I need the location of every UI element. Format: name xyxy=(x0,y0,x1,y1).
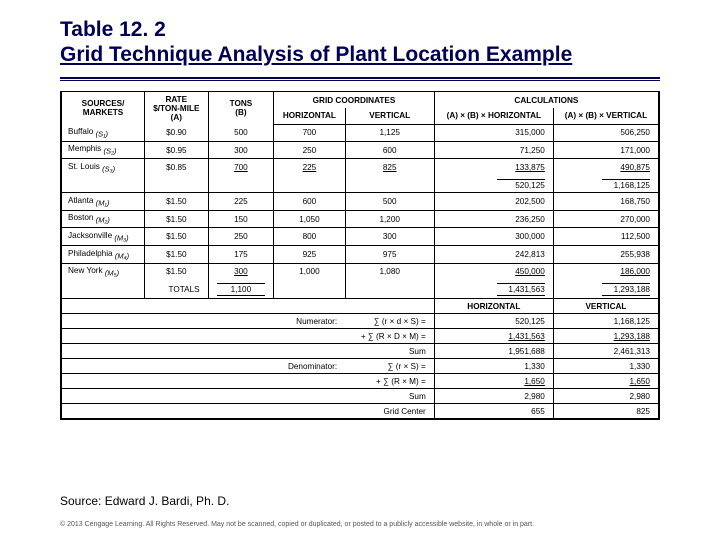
calc-row: Sum2,9802,980 xyxy=(62,389,659,404)
calc-row: Sum1,951,6882,461,313 xyxy=(62,344,659,359)
calc-row: Denominator:∑ (r × S) =1,3301,330 xyxy=(62,359,659,374)
col-calc-h: (A) × (B) × HORIZONTAL xyxy=(434,108,553,124)
calc-row: Grid Center655825 xyxy=(62,404,659,419)
col-horizontal: HORIZONTAL xyxy=(274,108,345,124)
table-row: Memphis (S₂)$0.9530025060071,250171,000 xyxy=(62,141,659,159)
table-row: New York (M₅)$1.503001,0001,080450,00018… xyxy=(62,263,659,280)
col-sources: SOURCES/ MARKETS xyxy=(62,92,145,124)
table-number: Table 12. 2 xyxy=(60,18,660,42)
col-rate: RATE $/TON-MILE (A) xyxy=(145,92,209,124)
copyright-text: © 2013 Cengage Learning. All Rights Rese… xyxy=(60,521,534,528)
source-text: Source: Edward J. Bardi, Ph. D. xyxy=(60,494,229,508)
col-calc-v: (A) × (B) × VERTICAL xyxy=(553,108,658,124)
table-row: Boston (M₂)$1.501501,0501,200236,250270,… xyxy=(62,210,659,228)
table-row: Jacksonville (M₃)$1.50250800300300,00011… xyxy=(62,228,659,246)
col-tons: TONS (B) xyxy=(208,92,274,124)
col-grid-group: GRID COORDINATES xyxy=(274,92,435,108)
data-table: SOURCES/ MARKETS RATE $/TON-MILE (A) TON… xyxy=(60,91,660,420)
calc-row: + ∑ (R × M) =1,6501,650 xyxy=(62,374,659,389)
calc-row: + ∑ (R × D × M) =1,431,5631,293,188 xyxy=(62,329,659,344)
calc-header-row: HORIZONTALVERTICAL xyxy=(62,299,659,314)
totals-row: TOTALS1,1001,431,5631,293,188 xyxy=(62,280,659,299)
header-divider xyxy=(60,77,660,81)
col-calc-group: CALCULATIONS xyxy=(434,92,658,108)
table-row: Buffalo (S₁)$0.905007001,125315,000506,2… xyxy=(62,124,659,141)
table-row: Atlanta (M₁)$1.50225600500202,500168,750 xyxy=(62,193,659,211)
subtotal-row: 520,1251,168,125 xyxy=(62,176,659,193)
slide-header: Table 12. 2 Grid Technique Analysis of P… xyxy=(0,0,720,75)
slide-title: Grid Technique Analysis of Plant Locatio… xyxy=(60,42,660,67)
table-row: Philadelphia (M₄)$1.50175925975242,81325… xyxy=(62,246,659,264)
col-vertical: VERTICAL xyxy=(345,108,434,124)
table-row: St. Louis (S₃)$0.85700225825133,875490,8… xyxy=(62,159,659,176)
calc-row: Numerator:∑ (r × d × S) =520,1251,168,12… xyxy=(62,314,659,329)
